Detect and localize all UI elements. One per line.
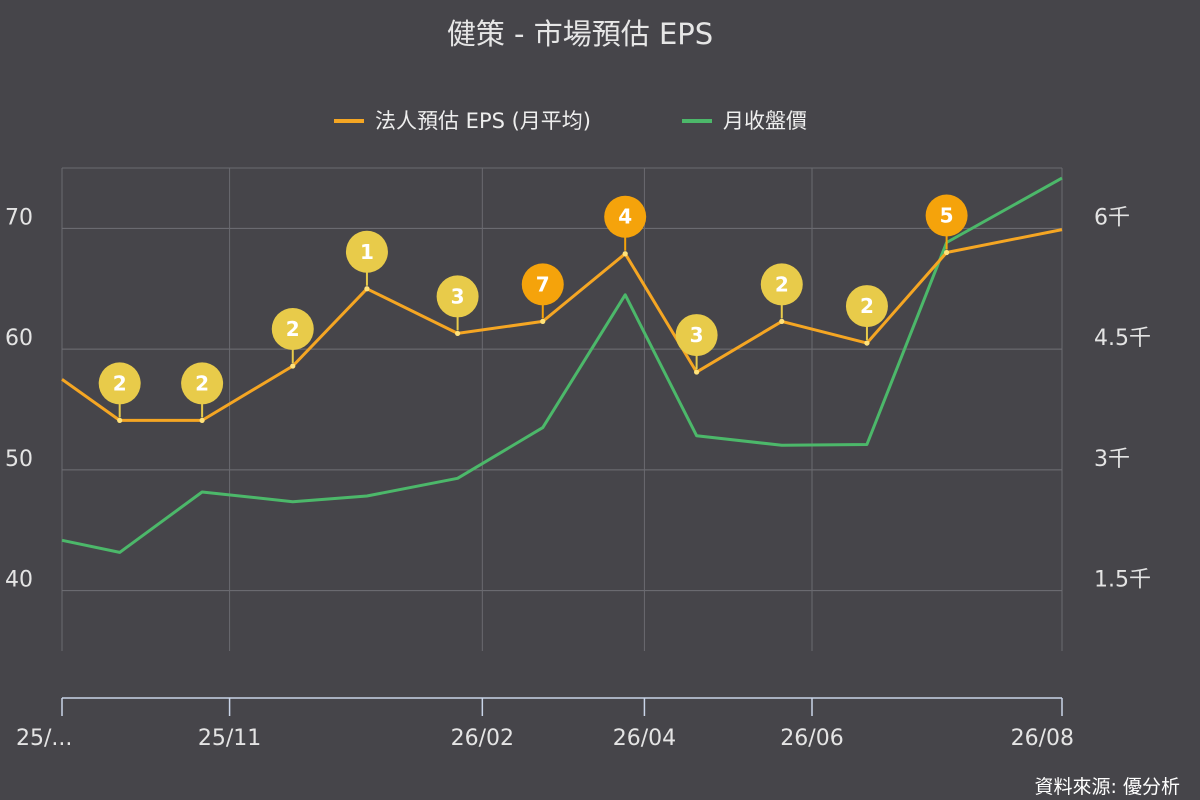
eps-point[interactable]: [117, 417, 123, 423]
pin-marker: [925, 194, 968, 237]
chart-title: 健策 - 市場預估 EPS: [447, 17, 713, 51]
annotation-pin[interactable]: 7: [521, 263, 564, 319]
source-note: 資料來源: 優分析: [1035, 776, 1180, 798]
x-tick-label: 26/04: [613, 726, 676, 751]
eps-point[interactable]: [622, 251, 628, 257]
pin-marker: [521, 263, 564, 306]
annotation-pin[interactable]: 2: [181, 362, 224, 418]
pin-marker: [760, 263, 803, 306]
pin-marker: [604, 195, 647, 238]
series-line-price: [61, 176, 1063, 554]
y-right-tick-label: 4.5千: [1094, 326, 1151, 351]
axes: [61, 697, 1063, 716]
eps-point[interactable]: [694, 369, 700, 375]
y-left-tick-label: 60: [5, 326, 33, 351]
x-tick-label: 25/...: [16, 726, 72, 751]
annotation-pin[interactable]: 4: [604, 195, 647, 251]
y-axis-right-ticks: 1.5千 3千 4.5千 6千: [1094, 205, 1151, 592]
pin-marker: [345, 230, 388, 273]
pin-marker: [98, 362, 141, 405]
annotation-pin[interactable]: 2: [98, 362, 141, 418]
pin-label: 2: [775, 272, 789, 296]
eps-point[interactable]: [779, 318, 785, 324]
pin-marker: [675, 314, 718, 357]
pin-marker: [436, 275, 479, 318]
pin-marker: [845, 285, 888, 328]
y-left-tick-label: 70: [5, 205, 33, 230]
eps-point[interactable]: [455, 330, 461, 337]
annotation-pin[interactable]: 2: [845, 285, 888, 341]
annotation-pin[interactable]: 2: [760, 263, 803, 319]
annotation-pin[interactable]: 3: [436, 275, 479, 331]
pin-label: 3: [451, 284, 465, 308]
annotation-pin[interactable]: 2: [271, 308, 314, 364]
eps-point[interactable]: [199, 417, 205, 423]
pin-label: 3: [690, 323, 704, 347]
eps-point[interactable]: [944, 249, 950, 256]
pin-marker: [181, 362, 224, 405]
pin-label: 5: [940, 204, 954, 228]
legend: 法人預估 EPS (月平均) 月收盤價: [334, 109, 807, 133]
eps-point[interactable]: [364, 286, 370, 292]
annotation-pin[interactable]: 5: [925, 194, 968, 250]
series-layer: [61, 176, 1063, 554]
y-axis-left-ticks: 40 50 60 70: [5, 205, 33, 592]
y-left-tick-label: 50: [5, 447, 33, 472]
x-tick-label: 26/06: [780, 726, 843, 751]
pin-label: 2: [860, 294, 874, 318]
annotation-pin[interactable]: 1: [345, 230, 388, 286]
x-tick-label: 25/11: [198, 726, 261, 751]
x-tick-label: 26/02: [451, 726, 514, 751]
y-right-tick-label: 3千: [1094, 447, 1130, 472]
y-left-tick-label: 40: [5, 568, 33, 593]
x-axis-ticks: 25/... 25/11 26/02 26/04 26/06 26/08: [16, 726, 1074, 751]
x-tick-label: 26/08: [1011, 726, 1074, 751]
pin-label: 2: [195, 371, 209, 395]
pin-label: 4: [618, 205, 632, 229]
legend-label-eps: 法人預估 EPS (月平均): [375, 109, 591, 133]
eps-point[interactable]: [540, 318, 546, 324]
pin-label: 7: [536, 272, 550, 296]
y-right-tick-label: 1.5千: [1094, 568, 1151, 593]
pin-marker: [271, 308, 314, 351]
eps-point[interactable]: [290, 363, 296, 369]
eps-point[interactable]: [864, 340, 870, 346]
annotation-pins: 2 2 2 1 3 7 4 3 2 2 5: [98, 194, 968, 418]
grid: [61, 167, 1063, 651]
y-right-tick-label: 6千: [1094, 205, 1130, 230]
annotation-pin[interactable]: 3: [675, 314, 718, 370]
pin-label: 2: [286, 317, 300, 341]
pin-label: 1: [360, 240, 374, 264]
legend-label-price: 月收盤價: [723, 109, 807, 133]
pin-label: 2: [113, 371, 127, 395]
